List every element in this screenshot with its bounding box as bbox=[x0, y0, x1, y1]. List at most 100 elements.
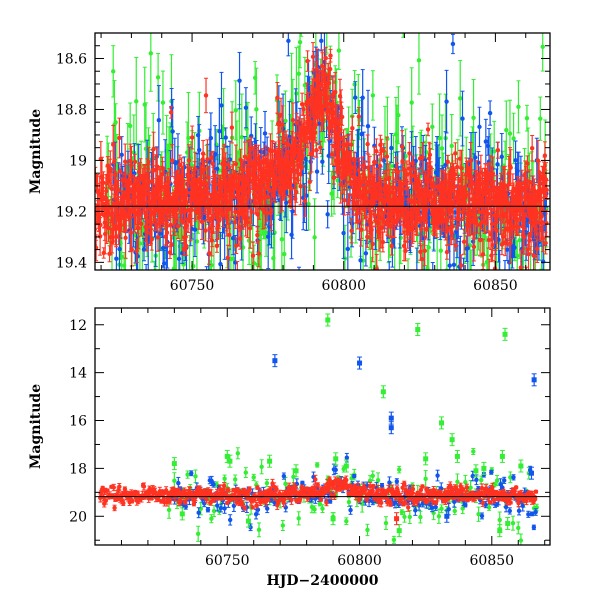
top-data-point bbox=[316, 121, 322, 126]
top-data-point bbox=[164, 230, 170, 235]
top-data-point bbox=[157, 231, 163, 236]
top-data-point bbox=[111, 69, 116, 74]
top-data-point bbox=[205, 157, 210, 162]
top-data-point bbox=[212, 151, 218, 157]
top-panel: 60750 60800 6085018.618.81919.219.4Magnitu… bbox=[28, 21, 551, 339]
top-data-point bbox=[128, 207, 134, 212]
top-data-point bbox=[507, 131, 513, 136]
top-data-point bbox=[495, 162, 500, 167]
top-data-point bbox=[511, 136, 516, 141]
top-data-point bbox=[233, 209, 238, 215]
top-data-point bbox=[396, 113, 401, 118]
top-data-point bbox=[250, 253, 256, 258]
top-data-point bbox=[443, 162, 448, 168]
top-data-point bbox=[431, 271, 435, 275]
top-data-point bbox=[540, 44, 545, 49]
top-data-point bbox=[491, 149, 497, 154]
top-data-point bbox=[168, 222, 173, 227]
top-plot-area bbox=[95, 21, 550, 339]
top-data-point bbox=[516, 104, 521, 110]
top-data-point bbox=[242, 154, 248, 159]
top-data-point bbox=[101, 180, 106, 186]
top-data-point bbox=[136, 225, 141, 231]
top-data-point bbox=[234, 243, 239, 248]
top-data-point bbox=[155, 235, 161, 240]
top-data-point bbox=[454, 284, 458, 288]
top-data-point bbox=[104, 188, 109, 194]
top-data-point bbox=[169, 158, 175, 163]
top-data-point bbox=[538, 116, 543, 121]
top-data-point bbox=[306, 201, 311, 207]
top-data-point bbox=[196, 147, 202, 153]
top-data-point bbox=[167, 179, 172, 185]
top-data-point bbox=[265, 210, 270, 216]
top-data-point bbox=[229, 125, 235, 130]
top-data-point bbox=[116, 187, 121, 193]
top-data-point bbox=[416, 58, 422, 63]
top-data-point bbox=[151, 146, 156, 152]
top-data-point bbox=[256, 251, 261, 256]
top-data-point bbox=[286, 38, 291, 44]
top-data-point bbox=[450, 41, 456, 47]
top-data-point bbox=[186, 135, 191, 141]
top-data-point bbox=[520, 280, 524, 284]
top-data-point bbox=[325, 21, 329, 25]
top-data-point bbox=[470, 239, 476, 244]
top-data-point bbox=[119, 152, 124, 158]
top-data-point bbox=[504, 247, 510, 252]
top-data-point bbox=[282, 251, 287, 257]
top-data-point bbox=[262, 131, 268, 136]
top-data-point bbox=[249, 281, 253, 285]
top-data-point bbox=[249, 209, 254, 215]
top-data-point bbox=[302, 82, 308, 88]
top-data-point bbox=[444, 99, 449, 104]
top-data-point bbox=[206, 175, 211, 181]
top-data-point bbox=[540, 319, 544, 323]
top-data-point bbox=[247, 226, 253, 231]
top-data-point bbox=[370, 93, 376, 98]
top-data-point bbox=[297, 39, 303, 45]
top-data-point bbox=[227, 232, 232, 238]
top-data-point bbox=[105, 163, 110, 168]
top-data-point bbox=[296, 71, 302, 76]
top-data-point bbox=[258, 201, 264, 206]
top-data-point bbox=[369, 274, 373, 278]
top-data-point bbox=[353, 95, 358, 100]
top-data-point bbox=[452, 321, 456, 325]
top-data-point bbox=[134, 248, 140, 254]
top-data-point bbox=[176, 256, 182, 262]
top-data-point bbox=[358, 258, 363, 263]
top-data-point bbox=[129, 163, 134, 168]
top-data-point bbox=[523, 230, 529, 235]
top-data-point bbox=[98, 222, 103, 228]
top-data-point bbox=[475, 335, 479, 339]
top-data-point bbox=[148, 51, 154, 56]
top-data-point bbox=[238, 157, 243, 163]
top-data-point bbox=[180, 297, 184, 301]
top-data-point bbox=[199, 182, 204, 187]
top-data-point bbox=[438, 248, 443, 253]
top-data-point bbox=[290, 209, 295, 214]
top-data-point bbox=[247, 189, 252, 194]
top-data-point bbox=[170, 129, 175, 134]
top-data-point bbox=[540, 259, 546, 264]
top-data-point bbox=[244, 177, 249, 182]
top-data-point bbox=[225, 255, 231, 261]
top-data-point bbox=[160, 100, 166, 105]
top-data-point bbox=[218, 261, 223, 267]
top-data-point bbox=[325, 212, 330, 217]
top-data-point bbox=[406, 282, 410, 286]
top-data-point bbox=[409, 100, 414, 105]
top-data-point bbox=[483, 139, 489, 144]
top-data-point bbox=[245, 220, 250, 225]
top-data-point bbox=[117, 135, 122, 141]
top-data-point bbox=[117, 246, 122, 252]
top-data-point bbox=[207, 250, 212, 256]
top-data-point bbox=[117, 168, 123, 174]
top-data-point bbox=[199, 219, 205, 225]
top-data-point bbox=[115, 199, 120, 204]
top-data-point bbox=[202, 167, 207, 172]
top-data-point bbox=[127, 123, 133, 129]
top-data-point bbox=[134, 99, 139, 104]
